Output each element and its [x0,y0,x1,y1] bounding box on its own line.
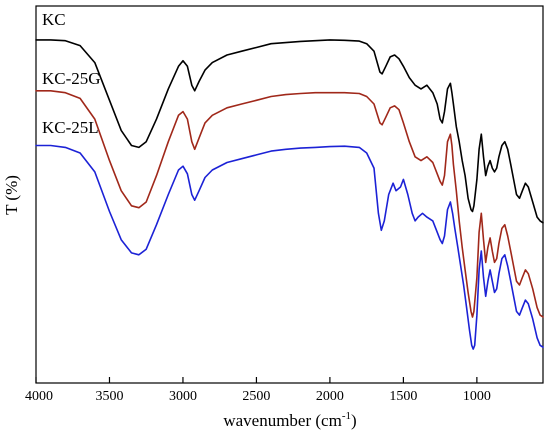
x-tick-label-1000: 1000 [463,389,491,404]
y-axis-label: T (%) [2,175,21,215]
x-tick-label-2500: 2500 [242,389,270,404]
x-axis-label-suffix: ) [351,411,357,430]
series-line-kc-25g [35,90,544,318]
x-axis-label: wavenumber (cm-1) [223,410,356,430]
series-label-kc: KC [42,10,66,29]
x-tick-label-1500: 1500 [389,389,417,404]
x-axis-tick-labels: 4000 3500 3000 2500 2000 1500 1000 [25,389,491,404]
x-tick-label-2000: 2000 [316,389,344,404]
series-line-kc [35,39,544,224]
series-line-kc-25l [35,144,544,350]
plot-frame [35,5,544,384]
series-label-kc-25g: KC-25G [42,69,101,88]
x-axis-label-main: wavenumber (cm [223,411,341,430]
x-axis-label-sup: -1 [342,410,351,422]
x-tick-label-3000: 3000 [169,389,197,404]
series-lines [35,39,544,350]
x-axis-ticks [35,377,478,383]
x-tick-label-4000: 4000 [25,389,53,404]
series-label-kc-25l: KC-25L [42,118,99,137]
x-tick-label-3500: 3500 [95,389,123,404]
